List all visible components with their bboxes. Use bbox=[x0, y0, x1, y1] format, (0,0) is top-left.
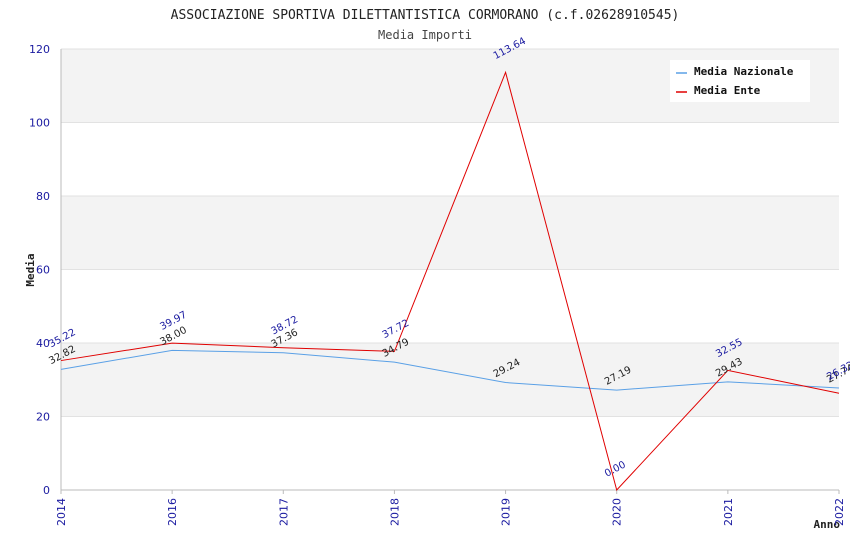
background-band bbox=[61, 196, 839, 270]
y-tick-label: 100 bbox=[29, 117, 50, 130]
legend: Media Nazionale Media Ente bbox=[670, 60, 810, 102]
x-tick-label: 2022 bbox=[833, 498, 846, 526]
x-tick-labels: 2014 2016 2017 2018 2019 2020 2021 2022 bbox=[55, 490, 846, 526]
y-tick-label: 80 bbox=[36, 190, 50, 203]
y-tick-label: 0 bbox=[43, 484, 50, 497]
series-line-ente bbox=[60, 70, 840, 492]
legend-box bbox=[670, 60, 810, 102]
y-tick-label: 20 bbox=[36, 411, 50, 424]
y-axis-label: Media bbox=[24, 253, 37, 286]
background-band bbox=[61, 122, 839, 196]
x-tick-label: 2021 bbox=[722, 498, 735, 526]
chart-title: ASSOCIAZIONE SPORTIVA DILETTANTISTICA CO… bbox=[171, 8, 680, 23]
legend-label-nazionale: Media Nazionale bbox=[694, 65, 794, 78]
series-line-nazionale bbox=[60, 349, 840, 391]
legend-label-ente: Media Ente bbox=[694, 84, 761, 97]
y-tick-labels: 0 20 40 60 80 100 120 bbox=[29, 43, 50, 497]
background-band bbox=[61, 343, 839, 417]
x-axis-label: Anno bbox=[814, 518, 841, 531]
series-lines bbox=[60, 70, 840, 492]
y-tick-label: 40 bbox=[36, 337, 50, 350]
x-tick-label: 2014 bbox=[55, 498, 68, 526]
x-tick-label: 2020 bbox=[611, 498, 624, 526]
x-tick-label: 2017 bbox=[277, 498, 290, 526]
x-tick-label: 2019 bbox=[500, 498, 513, 526]
x-tick-label: 2016 bbox=[166, 498, 179, 526]
y-tick-label: 120 bbox=[29, 43, 50, 56]
background-band bbox=[61, 416, 839, 490]
x-tick-label: 2018 bbox=[388, 498, 401, 526]
background-band bbox=[61, 269, 839, 343]
chart-subtitle: Media Importi bbox=[378, 28, 472, 42]
y-tick-label: 60 bbox=[36, 264, 50, 277]
